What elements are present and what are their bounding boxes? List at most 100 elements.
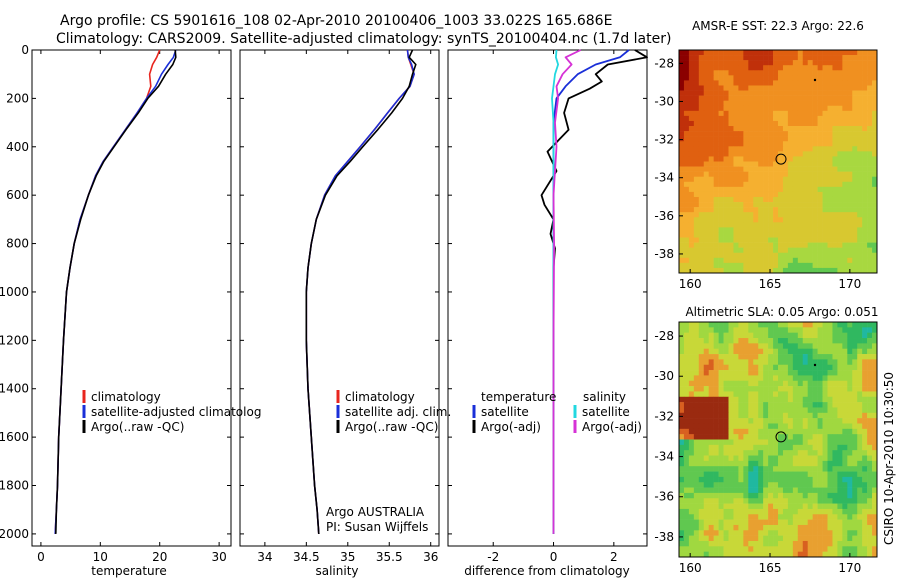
- x-tick-label: 160: [679, 277, 702, 291]
- heatmap-cell: [773, 487, 779, 494]
- heatmap-cell: [812, 227, 818, 233]
- heatmap-cell: [733, 131, 739, 137]
- heatmap-cell: [862, 237, 868, 243]
- y-tick-label: -34: [654, 171, 674, 185]
- heatmap-cell: [832, 439, 838, 446]
- heatmap-cell: [679, 232, 685, 238]
- heatmap-cell: [728, 386, 734, 392]
- heatmap-cell: [743, 466, 749, 472]
- heatmap-cell: [698, 455, 705, 462]
- heatmap-cell: [827, 65, 833, 71]
- heatmap-cell: [698, 156, 705, 162]
- heatmap-cell: [827, 141, 833, 147]
- heatmap-cell: [713, 503, 719, 510]
- heatmap-cell: [867, 508, 873, 515]
- heatmap-cell: [797, 492, 804, 499]
- heatmap-cell: [683, 508, 690, 515]
- heatmap-cell: [718, 343, 724, 349]
- heatmap-cell: [718, 176, 724, 183]
- heatmap-cell: [773, 90, 779, 96]
- heatmap-cell: [827, 176, 833, 183]
- heatmap-cell: [797, 207, 804, 213]
- heatmap-cell: [703, 412, 709, 419]
- heatmap-cell: [688, 191, 695, 198]
- heatmap-cell: [792, 131, 799, 137]
- heatmap-cell: [802, 136, 808, 142]
- heatmap-cell: [763, 540, 769, 547]
- heatmap-cell: [738, 60, 744, 66]
- heatmap-cell: [688, 455, 695, 462]
- heatmap-cell: [713, 348, 719, 355]
- heatmap-cell: [708, 375, 714, 382]
- heatmap-cell: [708, 364, 714, 371]
- heatmap-cell: [867, 460, 873, 467]
- heatmap-cell: [708, 508, 714, 515]
- heatmap-cell: [758, 498, 764, 504]
- heatmap-cell: [817, 391, 823, 398]
- heatmap-cell: [792, 503, 799, 510]
- heatmap-cell: [763, 535, 769, 542]
- heatmap-cell: [847, 402, 853, 408]
- heatmap-cell: [688, 375, 695, 382]
- heatmap-cell: [842, 105, 848, 112]
- heatmap-cell: [723, 50, 729, 56]
- heatmap-cell: [688, 80, 695, 86]
- heatmap-cell: [743, 80, 749, 86]
- heatmap-cell: [698, 423, 705, 430]
- heatmap-cell: [733, 257, 739, 264]
- heatmap-cell: [837, 498, 843, 504]
- heatmap-cell: [758, 247, 764, 254]
- heatmap-cell: [703, 171, 709, 178]
- heatmap-cell: [817, 482, 823, 488]
- heatmap-cell: [822, 386, 828, 392]
- heatmap-cell: [807, 80, 813, 86]
- heatmap-cell: [827, 267, 833, 273]
- heatmap-cell: [728, 126, 734, 132]
- heatmap-cell: [723, 546, 729, 552]
- heatmap-cell: [743, 487, 749, 494]
- heatmap-cell: [753, 252, 759, 259]
- heatmap-cell: [847, 487, 853, 494]
- heatmap-cell: [787, 524, 794, 531]
- y-tick-label: 2000: [0, 527, 29, 541]
- heatmap-cell: [763, 55, 769, 61]
- heatmap-cell: [738, 100, 744, 107]
- heatmap-cell: [773, 207, 779, 213]
- heatmap-cell: [688, 136, 695, 142]
- heatmap-cell: [792, 90, 799, 96]
- heatmap-cell: [723, 156, 729, 162]
- heatmap-cell: [728, 359, 734, 366]
- y-tick-label: 0: [21, 43, 29, 57]
- heatmap-cell: [822, 508, 828, 515]
- heatmap-cell: [842, 227, 848, 233]
- heatmap-cell: [693, 322, 700, 328]
- heatmap-cell: [703, 136, 709, 142]
- heatmap-cell: [748, 375, 754, 382]
- heatmap-cell: [708, 428, 714, 435]
- heatmap-cell: [787, 460, 794, 467]
- heatmap-cell: [773, 492, 779, 499]
- heatmap-cell: [723, 530, 729, 536]
- heatmap-cell: [753, 540, 759, 547]
- heatmap-cell: [768, 90, 774, 96]
- heatmap-cell: [862, 375, 868, 382]
- heatmap-cell: [787, 171, 794, 178]
- heatmap-cell: [787, 161, 794, 167]
- heatmap-cell: [847, 151, 853, 157]
- heatmap-cell: [703, 151, 709, 157]
- heatmap-cell: [857, 370, 863, 376]
- heatmap-cell: [867, 487, 873, 494]
- heatmap-cell: [817, 439, 823, 446]
- heatmap-cell: [753, 156, 759, 162]
- heatmap-cell: [698, 136, 705, 142]
- heatmap-cell: [842, 343, 848, 349]
- heatmap-cell: [807, 100, 813, 107]
- heatmap-cell: [679, 375, 685, 382]
- heatmap-cell: [812, 455, 818, 462]
- heatmap-cell: [857, 402, 863, 408]
- heatmap-cell: [778, 540, 784, 547]
- heatmap-cell: [753, 186, 759, 193]
- heatmap-cell: [842, 524, 848, 531]
- heatmap-cell: [733, 428, 739, 435]
- heatmap-cell: [743, 434, 749, 440]
